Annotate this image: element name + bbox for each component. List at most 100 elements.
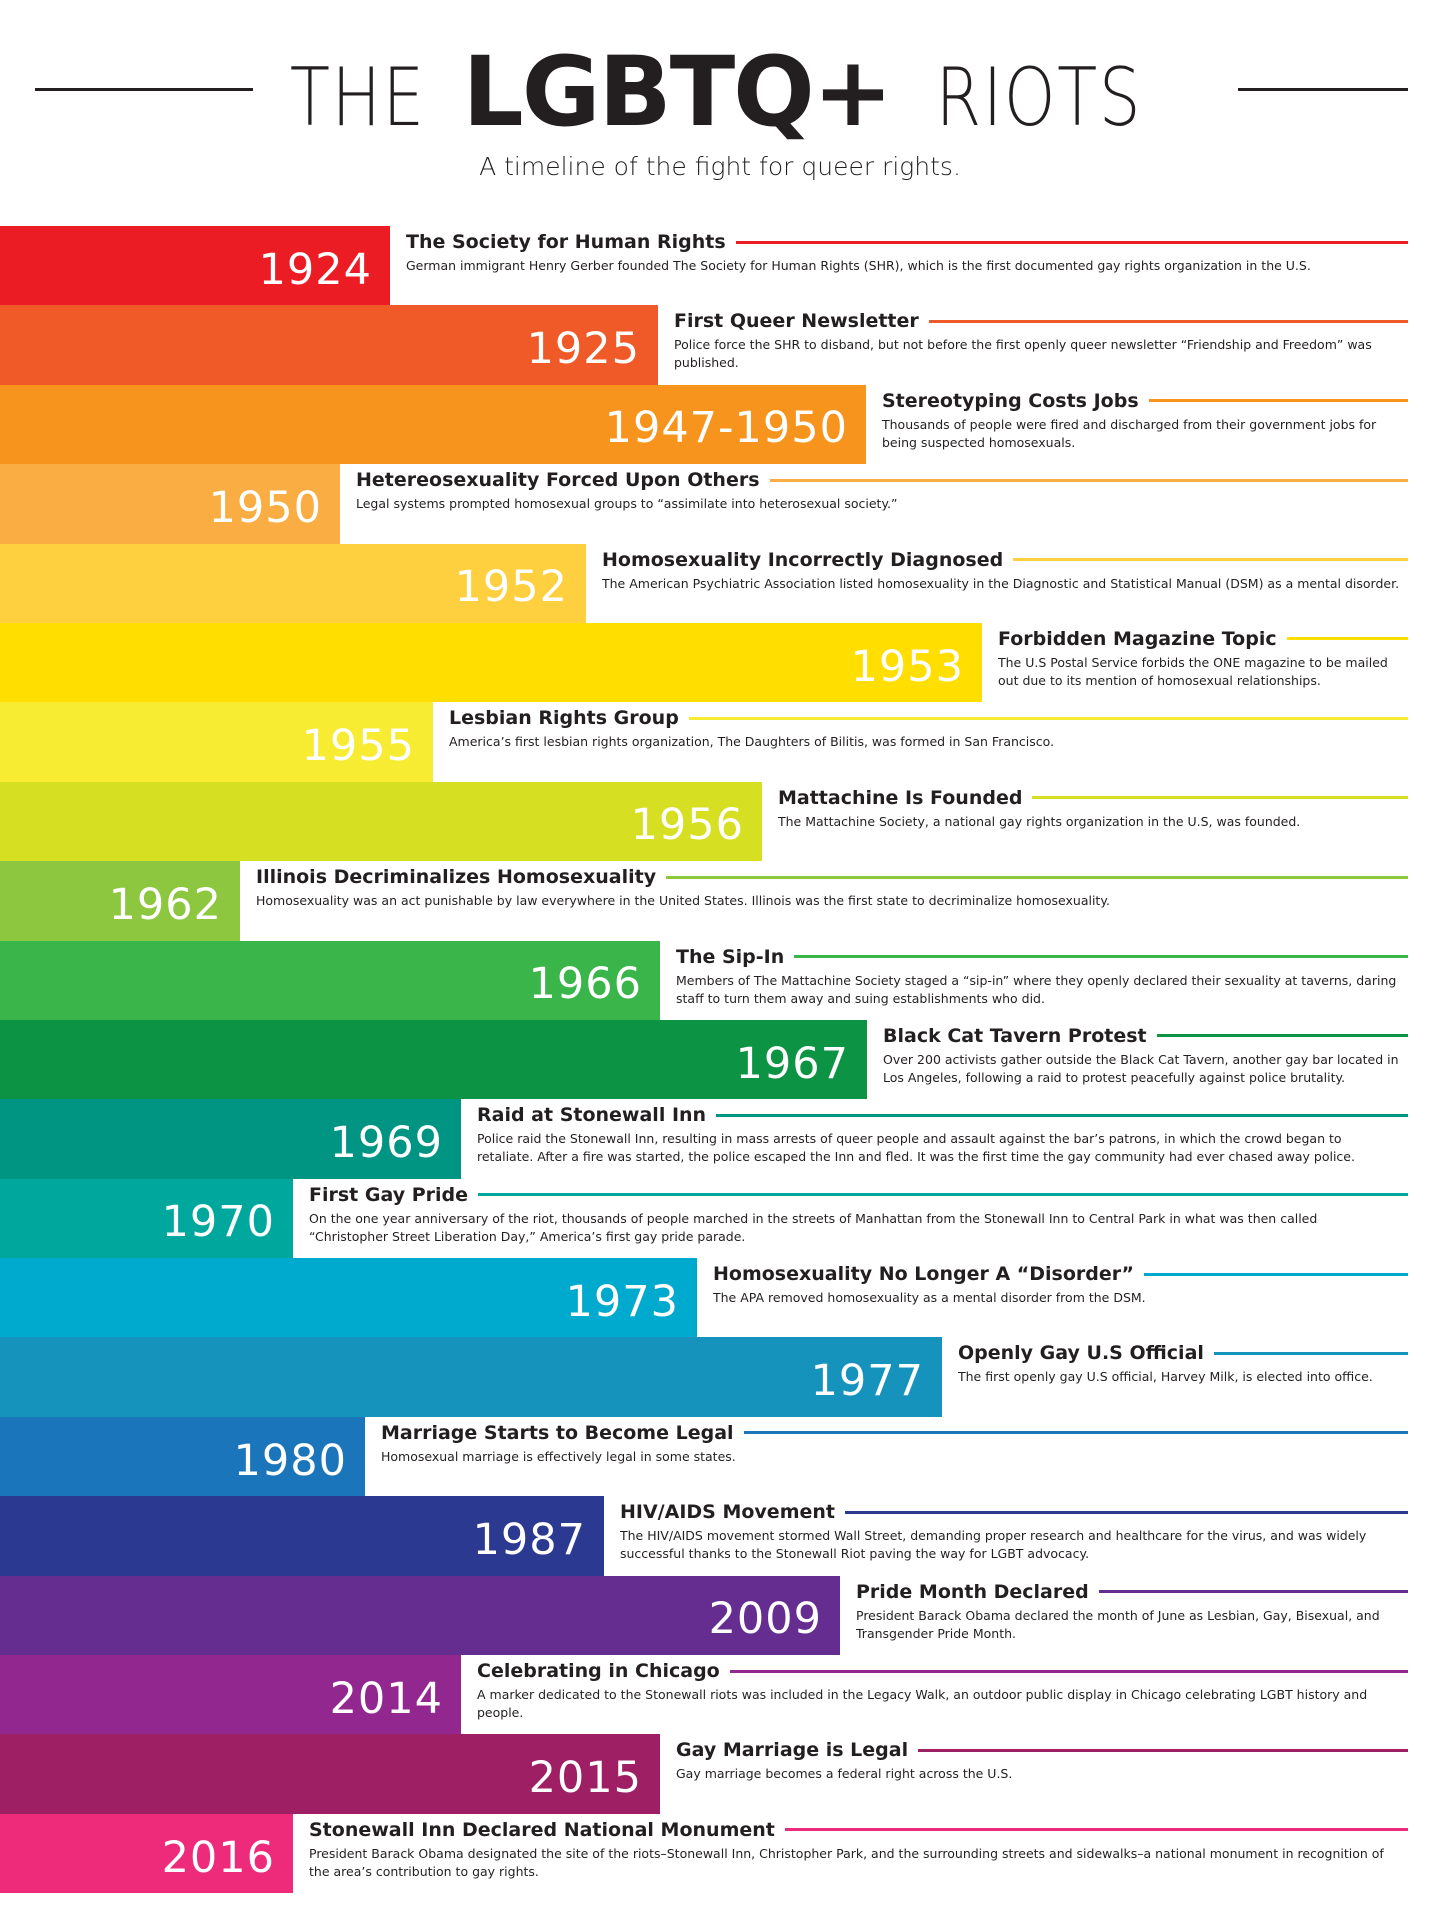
year-bar: 1987 [0, 1496, 604, 1576]
event-title: Raid at Stonewall Inn [477, 1104, 707, 1127]
year-label: 1973 [565, 1276, 679, 1327]
timeline-row: 1970 First Gay Pride On the one year ann… [0, 1178, 1440, 1259]
title-main: LGBTQ+ [462, 36, 894, 148]
year-bar: 1977 [0, 1337, 942, 1417]
timeline-row: 1977 Openly Gay U.S Official The first o… [0, 1337, 1440, 1417]
event-content: Homosexuality No Longer A “Disorder” The… [713, 1258, 1408, 1307]
event-content: Black Cat Tavern Protest Over 200 activi… [883, 1020, 1408, 1087]
event-content: Pride Month Declared President Barack Ob… [856, 1576, 1408, 1643]
event-rule [666, 875, 1408, 879]
timeline-row: 1947-1950 Stereotyping Costs Jobs Thousa… [0, 384, 1440, 465]
timeline-row: 1955 Lesbian Rights Group America’s firs… [0, 702, 1440, 782]
event-description: A marker dedicated to the Stonewall riot… [477, 1687, 1368, 1721]
year-bar: 1980 [0, 1416, 365, 1497]
event-title: Hetereosexuality Forced Upon Others [356, 469, 760, 492]
title-rule-left [35, 88, 253, 91]
year-label: 2009 [708, 1594, 822, 1645]
event-content: Openly Gay U.S Official The first openly… [958, 1337, 1408, 1386]
event-rule [844, 1510, 1408, 1514]
year-label: 1977 [810, 1356, 924, 1407]
year-label: 1966 [528, 959, 642, 1010]
year-bar: 2015 [0, 1734, 660, 1814]
event-content: Forbidden Magazine Topic The U.S Postal … [998, 623, 1408, 690]
event-rule [743, 1431, 1408, 1435]
event-content: Mattachine Is Founded The Mattachine Soc… [778, 782, 1408, 831]
event-title: Marriage Starts to Become Legal [381, 1421, 734, 1444]
event-title: Illinois Decriminalizes Homosexuality [256, 866, 657, 889]
event-content: Homosexuality Incorrectly Diagnosed The … [602, 544, 1408, 593]
event-title: Forbidden Magazine Topic [998, 627, 1277, 650]
timeline-row: 1924 The Society for Human Rights German… [0, 226, 1440, 306]
event-title: Openly Gay U.S Official [958, 1342, 1204, 1365]
event-content: Celebrating in Chicago A marker dedicate… [477, 1655, 1408, 1722]
timeline-row: 2014 Celebrating in Chicago A marker ded… [0, 1655, 1440, 1735]
year-bar: 2009 [0, 1575, 840, 1656]
event-description: President Barack Obama designated the si… [309, 1845, 1384, 1879]
event-rule [688, 716, 1408, 720]
event-content: Gay Marriage is Legal Gay marriage becom… [676, 1734, 1408, 1783]
event-content: Raid at Stonewall Inn Police raid the St… [477, 1099, 1408, 1166]
event-title: The Sip-In [676, 945, 785, 968]
event-title: Lesbian Rights Group [449, 707, 679, 730]
event-rule [784, 1828, 1408, 1832]
event-content: First Gay Pride On the one year annivers… [309, 1179, 1408, 1246]
event-description: Police force the SHR to disband, but not… [674, 337, 1372, 371]
event-content: HIV/AIDS Movement The HIV/AIDS movement … [620, 1496, 1408, 1563]
year-bar: 1924 [0, 226, 390, 306]
event-title: Stonewall Inn Declared National Monument [309, 1818, 775, 1841]
event-title: Homosexuality No Longer A “Disorder” [713, 1263, 1134, 1286]
timeline-row: 1973 Homosexuality No Longer A “Disorder… [0, 1258, 1440, 1338]
event-rule [794, 955, 1408, 959]
year-label: 1947-1950 [604, 403, 848, 454]
event-description: America’s first lesbian rights organizat… [449, 734, 1055, 750]
event-rule [716, 1113, 1408, 1117]
year-label: 1980 [233, 1435, 347, 1486]
event-description: Police raid the Stonewall Inn, resulting… [477, 1131, 1355, 1165]
event-title: The Society for Human Rights [406, 231, 726, 253]
event-description: The first openly gay U.S official, Harve… [958, 1369, 1373, 1385]
page-title: THE LGBTQ+ RIOTS [0, 36, 1440, 148]
event-content: Hetereosexuality Forced Upon Others Lega… [356, 464, 1408, 513]
event-title: Pride Month Declared [856, 1580, 1089, 1603]
event-rule [735, 240, 1408, 244]
timeline-row: 1980 Marriage Starts to Become Legal Hom… [0, 1416, 1440, 1497]
title-prefix: THE [289, 51, 426, 144]
event-rule [918, 1748, 1408, 1752]
timeline-row: 1967 Black Cat Tavern Protest Over 200 a… [0, 1019, 1440, 1100]
timeline-row: 1962 Illinois Decriminalizes Homosexuali… [0, 861, 1440, 941]
year-label: 2014 [329, 1673, 443, 1724]
subtitle: A timeline of the fight for queer rights… [479, 152, 961, 181]
event-content: Stonewall Inn Declared National Monument… [309, 1814, 1408, 1881]
event-rule [1213, 1351, 1408, 1355]
year-bar: 1952 [0, 543, 586, 623]
event-content: Marriage Starts to Become Legal Homosexu… [381, 1417, 1408, 1466]
event-title: First Queer Newsletter [674, 310, 919, 333]
event-content: Illinois Decriminalizes Homosexuality Ho… [256, 861, 1408, 910]
event-description: Thousands of people were fired and disch… [882, 416, 1377, 450]
timeline-row: 1969 Raid at Stonewall Inn Police raid t… [0, 1099, 1440, 1179]
year-bar: 1970 [0, 1178, 293, 1259]
year-bar: 1962 [0, 861, 240, 941]
event-rule [1156, 1034, 1408, 1038]
year-bar: 1969 [0, 1099, 461, 1179]
year-label: 1969 [329, 1117, 443, 1168]
event-rule [729, 1669, 1408, 1673]
year-bar: 1955 [0, 702, 433, 782]
event-description: The U.S Postal Service forbids the ONE m… [998, 654, 1388, 688]
event-title: First Gay Pride [309, 1183, 468, 1206]
title-rule-right [1238, 88, 1408, 91]
year-label: 1925 [526, 324, 640, 375]
timeline-row: 1956 Mattachine Is Founded The Mattachin… [0, 781, 1440, 862]
year-label: 1955 [301, 721, 415, 772]
event-rule [1143, 1272, 1408, 1276]
year-label: 1953 [850, 641, 964, 692]
event-title: HIV/AIDS Movement [620, 1501, 835, 1524]
event-title: Celebrating in Chicago [477, 1660, 720, 1683]
timeline-row: 2015 Gay Marriage is Legal Gay marriage … [0, 1734, 1440, 1814]
event-description: The American Psychiatric Association lis… [602, 575, 1400, 591]
event-description: The APA removed homosexuality as a menta… [713, 1290, 1146, 1306]
event-description: German immigrant Henry Gerber founded Th… [406, 258, 1311, 273]
event-content: Stereotyping Costs Jobs Thousands of peo… [882, 385, 1408, 452]
timeline-row: 2009 Pride Month Declared President Bara… [0, 1575, 1440, 1656]
year-bar: 1953 [0, 622, 982, 703]
